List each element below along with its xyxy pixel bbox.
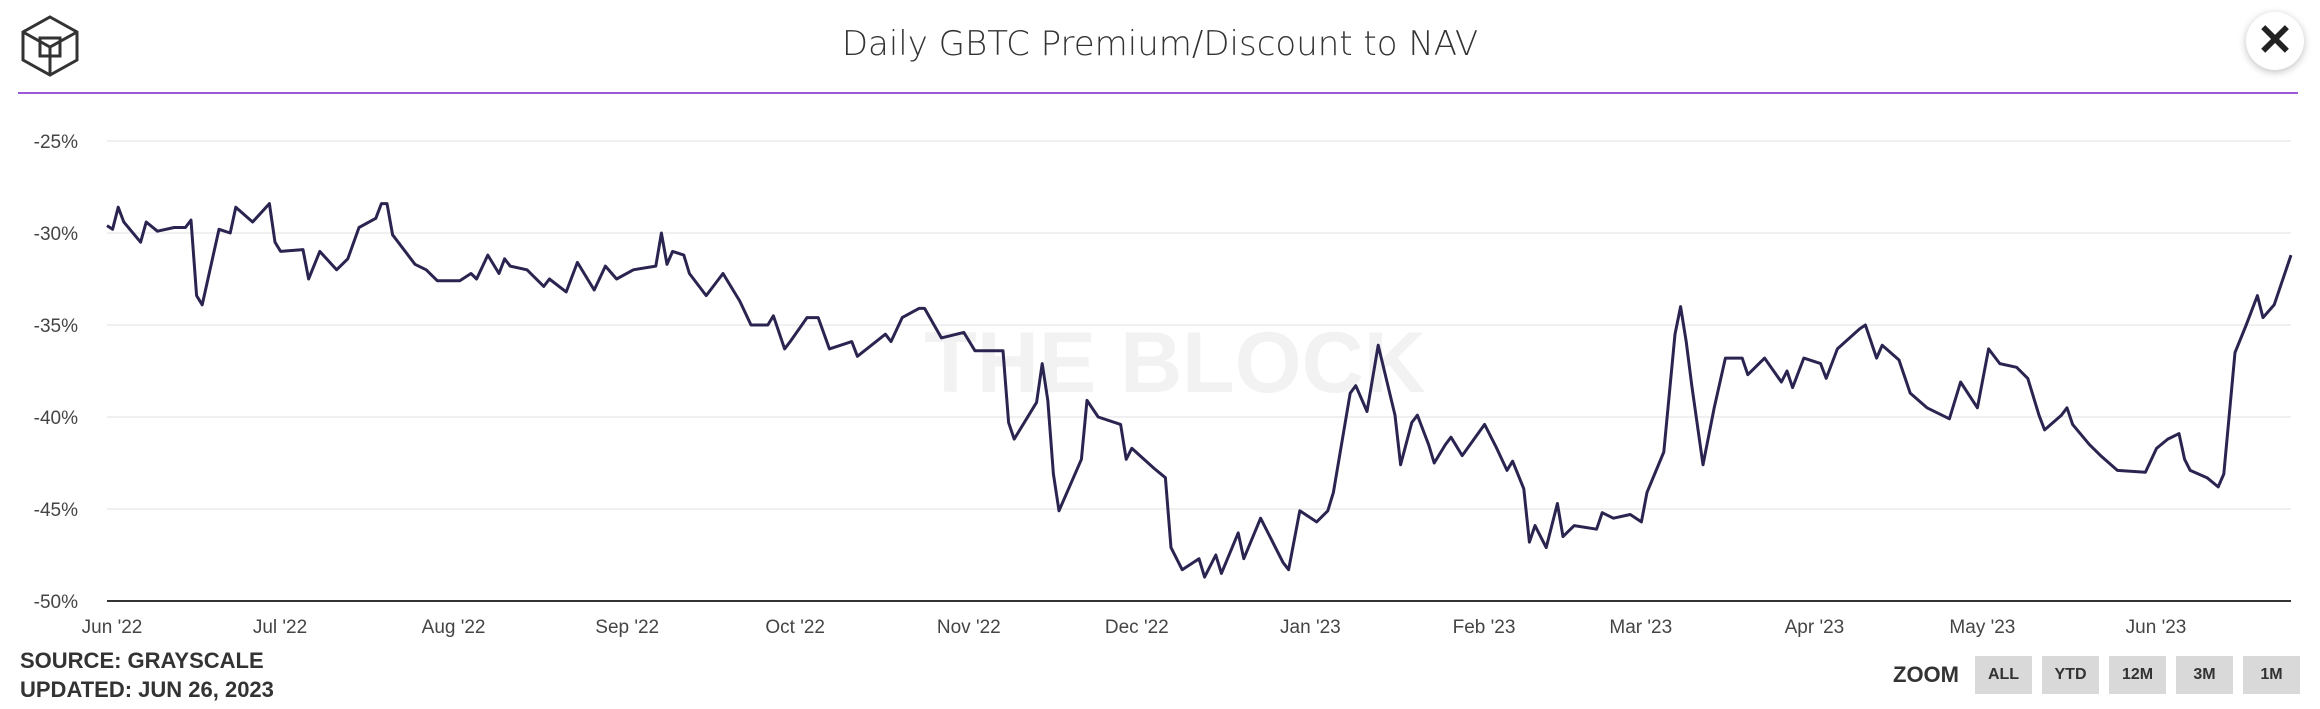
- close-button[interactable]: ✕: [2246, 12, 2304, 70]
- y-tick-label: -35%: [34, 316, 78, 337]
- x-tick-label: Feb '23: [1453, 617, 1516, 638]
- y-tick-label: -50%: [34, 592, 78, 613]
- x-tick-label: Jun '22: [82, 617, 143, 638]
- zoom-1m-button[interactable]: 1M: [2243, 656, 2300, 694]
- source-label: SOURCE: GRAYSCALE: [20, 648, 264, 673]
- zoom-controls: ZOOM ALL YTD 12M 3M 1M: [1893, 656, 2300, 694]
- x-tick-label: May '23: [1949, 617, 2015, 638]
- x-tick-label: Dec '22: [1105, 617, 1169, 638]
- zoom-ytd-button[interactable]: YTD: [2042, 656, 2099, 694]
- y-tick-label: -40%: [34, 408, 78, 429]
- zoom-label: ZOOM: [1893, 662, 1959, 687]
- close-x-icon: ✕: [2256, 16, 2294, 65]
- series-line: [106, 202, 2293, 579]
- x-tick-label: Apr '23: [1785, 617, 1845, 638]
- accent-divider: [18, 92, 2298, 94]
- updated-label: UPDATED: JUN 26, 2023: [20, 677, 274, 702]
- x-tick-label: Oct '22: [765, 617, 825, 638]
- zoom-3m-button[interactable]: 3M: [2176, 656, 2233, 694]
- y-tick-label: -45%: [34, 500, 78, 521]
- chart-title: Daily GBTC Premium/Discount to NAV: [841, 24, 1479, 64]
- x-tick-label: Sep '22: [595, 617, 659, 638]
- zoom-12m-button[interactable]: 12M: [2109, 656, 2166, 694]
- x-tick-label: Aug '22: [422, 617, 486, 638]
- the-block-logo-icon: [21, 15, 79, 77]
- y-tick-label: -25%: [34, 132, 78, 153]
- x-tick-label: Nov '22: [937, 617, 1001, 638]
- y-tick-label: -30%: [34, 224, 78, 245]
- x-tick-label: Jul '22: [253, 617, 307, 638]
- x-tick-label: Mar '23: [1609, 617, 1672, 638]
- x-tick-label: Jun '23: [2126, 617, 2187, 638]
- x-tick-label: Jan '23: [1280, 617, 1341, 638]
- zoom-all-button[interactable]: ALL: [1975, 656, 2032, 694]
